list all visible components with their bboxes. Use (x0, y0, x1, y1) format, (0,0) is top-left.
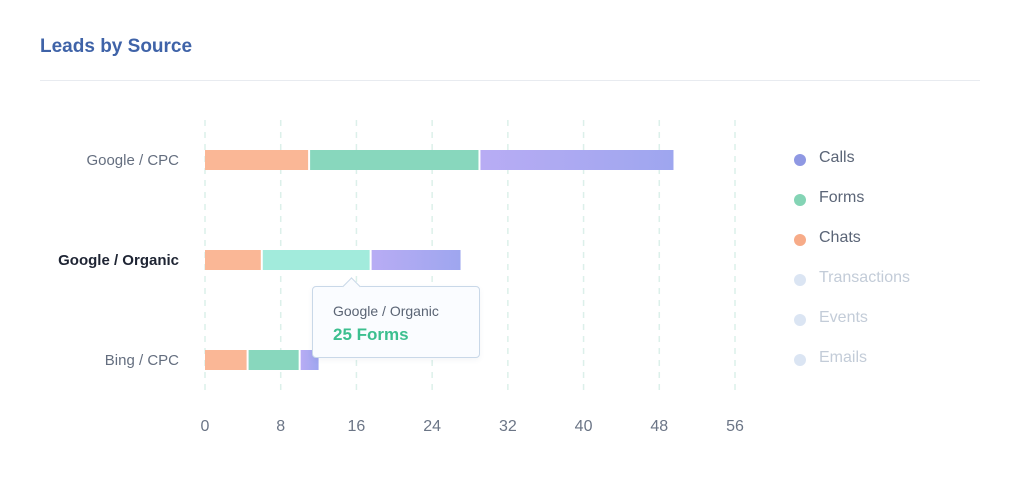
bar-google-cpc-chats[interactable] (205, 150, 309, 170)
bar-google-organic-chats[interactable] (205, 250, 261, 270)
bar-google-cpc-calls[interactable] (480, 150, 674, 170)
x-tick-label: 16 (348, 418, 366, 435)
category-labels: Google / CPC Google / Organic Bing / CPC (58, 152, 179, 369)
legend-label: Chats (819, 229, 861, 246)
legend-dot-icon (794, 274, 806, 286)
legend-label: Transactions (819, 269, 910, 286)
legend-dot-icon (794, 154, 806, 166)
x-tick-label: 32 (499, 418, 517, 435)
x-tick-label: 24 (423, 418, 441, 435)
legend-label: Calls (819, 149, 855, 166)
legend-dot-icon (794, 314, 806, 326)
x-tick-labels: 0 8 16 24 32 40 48 56 (201, 418, 744, 435)
chart-title: Leads by Source (40, 36, 193, 57)
title-divider (40, 80, 980, 81)
bar-bing-cpc-forms[interactable] (248, 350, 299, 370)
category-label-google-cpc: Google / CPC (86, 152, 179, 169)
x-tick-label: 48 (650, 418, 668, 435)
tooltip-value: 25 Forms (333, 325, 409, 344)
bar-google-cpc-forms[interactable] (310, 150, 479, 170)
x-tick-label: 8 (276, 418, 285, 435)
x-tick-label: 40 (575, 418, 593, 435)
bars (205, 150, 674, 370)
legend-dot-icon (794, 234, 806, 246)
category-label-google-organic: Google / Organic (58, 252, 179, 269)
x-tick-label: 56 (726, 418, 744, 435)
bar-google-organic-forms[interactable] (262, 250, 370, 270)
legend-dot-icon (794, 354, 806, 366)
legend-label: Forms (819, 189, 865, 206)
x-tick-label: 0 (201, 418, 210, 435)
bar-bing-cpc-chats[interactable] (205, 350, 247, 370)
tooltip-category: Google / Organic (333, 303, 439, 319)
category-label-bing-cpc: Bing / CPC (105, 352, 179, 369)
stacked-bar-chart: Google / CPC Google / Organic Bing / CPC 0… (58, 120, 744, 435)
chart-tooltip: Google / Organic 25 Forms (312, 277, 480, 358)
legend-label: Events (819, 309, 868, 326)
legend-label: Emails (819, 349, 868, 366)
bar-google-organic-calls[interactable] (371, 250, 461, 270)
legend-dot-icon (794, 194, 806, 206)
